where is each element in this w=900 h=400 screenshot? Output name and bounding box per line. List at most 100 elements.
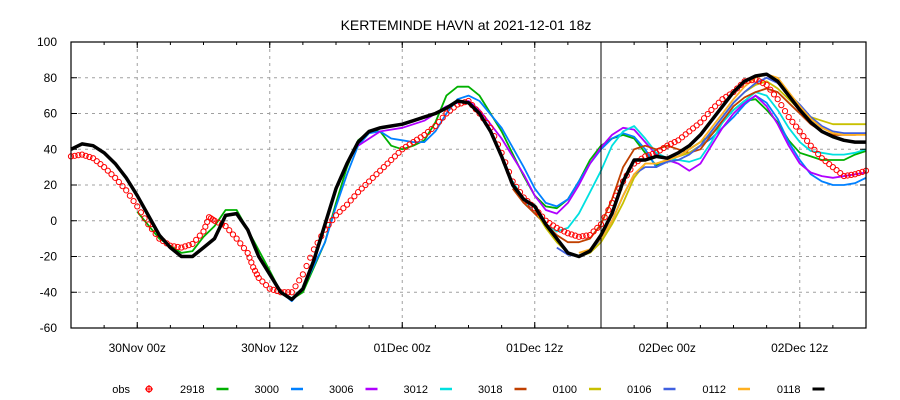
- obs-point: [369, 174, 376, 181]
- obs-point: [250, 264, 257, 271]
- obs-point: [792, 123, 800, 130]
- obs-point: [796, 128, 803, 135]
- obs-point: [329, 217, 336, 224]
- y-tick-label: -20: [40, 250, 58, 264]
- obs-point: [178, 244, 185, 251]
- obs-point: [233, 235, 240, 242]
- obs-point: [193, 236, 200, 243]
- x-tick-label: 02Dec 12z: [771, 341, 828, 355]
- obs-point: [767, 86, 774, 93]
- obs-point: [262, 282, 270, 289]
- obs-point: [439, 114, 446, 121]
- obs-point: [123, 187, 130, 194]
- legend-label-3012: 3012: [404, 384, 428, 396]
- y-tick-label: 60: [44, 107, 58, 121]
- obs-point: [851, 171, 859, 178]
- obs-point: [174, 243, 181, 251]
- x-tick-label: 01Dec 12z: [506, 341, 563, 355]
- obs-point: [844, 172, 851, 179]
- obs-point: [101, 164, 108, 171]
- obs-point: [380, 164, 387, 171]
- obs-point: [689, 125, 697, 132]
- obs-point: [351, 193, 358, 200]
- series-line-3018: [511, 87, 867, 244]
- obs-point: [789, 118, 796, 125]
- obs-point: [675, 137, 682, 144]
- obs-point: [756, 78, 763, 85]
- obs-point: [826, 161, 833, 168]
- obs-point: [75, 152, 82, 159]
- obs-point: [811, 146, 818, 153]
- legend: obs 2918 3000 3006 3012 3018 0100 0106 0112 0118: [112, 384, 825, 396]
- obs-point: [71, 152, 78, 159]
- obs-point: [781, 108, 789, 115]
- obs-point: [340, 205, 347, 212]
- series-layer: [67, 72, 870, 303]
- obs-point: [93, 158, 100, 165]
- obs-point: [575, 233, 583, 240]
- obs-point: [428, 125, 435, 133]
- obs-point: [366, 178, 373, 185]
- legend-label-2918: 2918: [180, 384, 204, 396]
- obs-point: [347, 197, 354, 204]
- obs-point: [770, 91, 778, 98]
- obs-point: [693, 122, 700, 129]
- obs-point: [804, 137, 811, 145]
- obs-point: [134, 203, 141, 210]
- obs-point: [285, 289, 292, 296]
- obs-point: [377, 167, 384, 174]
- obs-point: [373, 171, 380, 178]
- obs-point: [564, 230, 571, 237]
- obs-point: [108, 171, 115, 178]
- obs-point: [671, 139, 678, 146]
- legend-label-obs: obs: [112, 384, 130, 396]
- obs-point: [833, 167, 840, 174]
- x-tick-label: 02Dec 00z: [639, 341, 696, 355]
- obs-point: [82, 152, 89, 159]
- obs-point: [115, 178, 122, 186]
- obs-point: [734, 85, 741, 92]
- obs-point: [112, 174, 119, 181]
- ticks: -60 -40 -20 0 20 40 60 80 100 30Nov 00z 30Nov 12z 0…: [37, 35, 867, 355]
- obs-point: [145, 221, 152, 228]
- legend-label-0100: 0100: [553, 384, 577, 396]
- obs-point: [358, 185, 365, 192]
- legend-label-0106: 0106: [627, 384, 651, 396]
- grid: [71, 42, 866, 328]
- x-tick-label: 01Dec 00z: [374, 341, 431, 355]
- x-tick-label: 30Nov 00z: [109, 341, 166, 355]
- obs-point: [296, 277, 303, 284]
- obs-point: [568, 231, 575, 238]
- obs-point: [141, 215, 148, 222]
- obs-point: [605, 206, 612, 214]
- y-tick-label: -40: [40, 285, 58, 299]
- obs-point: [303, 262, 310, 270]
- obs-point: [594, 224, 601, 231]
- obs-point: [354, 189, 362, 196]
- obs-point: [572, 232, 579, 239]
- y-tick-label: 20: [44, 178, 58, 192]
- legend-label-3000: 3000: [255, 384, 279, 396]
- obs-point: [443, 110, 450, 117]
- obs-point: [590, 228, 597, 235]
- obs-point: [686, 128, 693, 135]
- obs-point: [763, 81, 770, 89]
- obs-point: [818, 155, 825, 162]
- obs-point: [697, 119, 704, 126]
- y-tick-label: 40: [44, 142, 58, 156]
- obs-point: [237, 240, 244, 247]
- obs-point: [557, 226, 564, 233]
- obs-point: [181, 243, 189, 250]
- obs-point: [270, 286, 277, 293]
- obs-point: [715, 99, 722, 106]
- obs-point: [222, 223, 229, 230]
- obs-point: [137, 209, 145, 216]
- obs-point: [737, 81, 744, 89]
- obs-point: [553, 224, 560, 231]
- obs-point: [848, 171, 855, 178]
- obs-point: [336, 208, 343, 215]
- obs-point: [704, 110, 711, 118]
- obs-point: [682, 131, 689, 138]
- obs-point: [859, 168, 866, 175]
- obs-point: [664, 142, 671, 149]
